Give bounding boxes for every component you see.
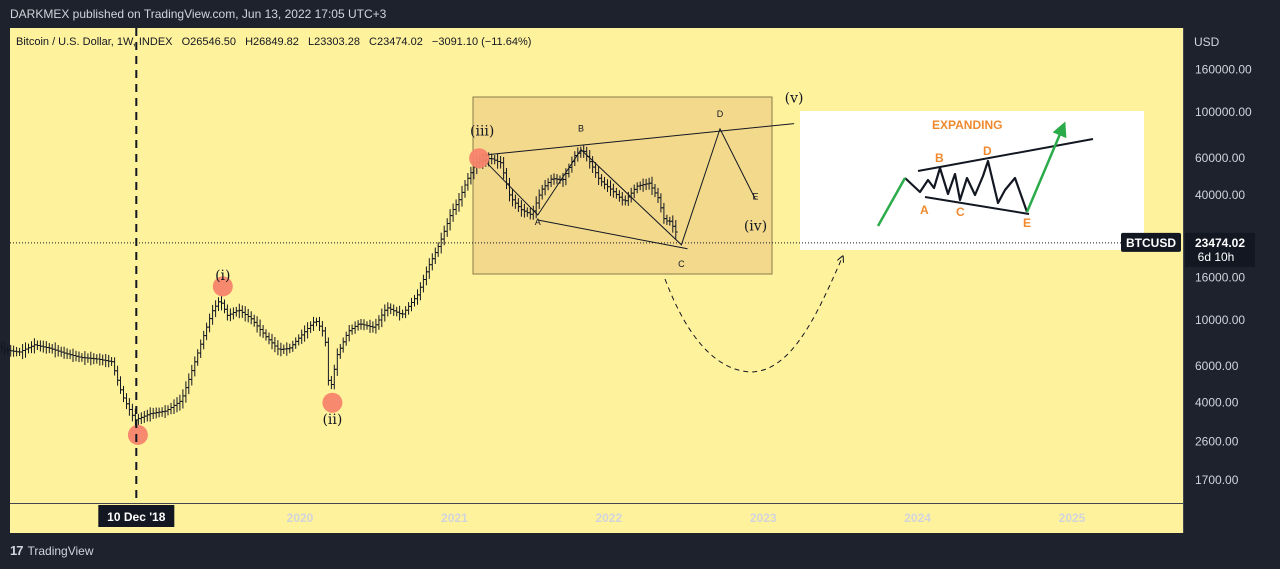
wave-label: (iv) xyxy=(744,218,767,234)
ohlc-change: −3091.10 (−11.64%) xyxy=(432,36,531,48)
bar-countdown-label: 6d 10h xyxy=(1198,250,1235,264)
pivot-circle xyxy=(322,392,343,413)
pivot-circle xyxy=(127,424,148,445)
last-price-label: 23474.02 xyxy=(1195,236,1245,250)
drawing-lines[interactable] xyxy=(481,123,795,250)
price-bars xyxy=(0,145,678,428)
inset-green-entry-arrow xyxy=(876,177,907,227)
last-price-tag xyxy=(1185,232,1255,267)
publish-header: DARKMEX published on TradingView.com, Ju… xyxy=(0,0,1280,28)
wave-label: (i) xyxy=(215,268,230,284)
inset-label-b: B xyxy=(935,151,944,165)
triangle-point-label: E xyxy=(752,192,758,202)
axis-layer: USD 160000.00 100000.00 60000.00 40000.00 160… xyxy=(287,35,1252,525)
time-tick-label: 2021 xyxy=(441,511,468,525)
inset-upper-line xyxy=(917,138,1094,172)
triangle-point-label: D xyxy=(717,109,724,119)
time-tick-label: 2020 xyxy=(287,511,314,525)
pivot-markers xyxy=(127,148,490,445)
crosshair-date-label: 10 Dec '18 xyxy=(107,510,166,524)
triangle-point-label: C xyxy=(678,259,685,269)
price-tick-label: 10000.00 xyxy=(1195,313,1245,327)
time-tick-label: 2024 xyxy=(904,511,931,525)
inset-label-a: A xyxy=(920,203,929,217)
triangle-point-label: A xyxy=(535,217,541,227)
symbol-tag-label: BTCUSD xyxy=(1126,236,1176,250)
ohlc-open: O26546.50 xyxy=(182,36,236,48)
inset-green-breakout-arrow xyxy=(1025,121,1067,213)
projection-dashed-path[interactable] xyxy=(664,258,842,373)
pivot-circle xyxy=(212,276,233,297)
crosshair-date-tag xyxy=(98,505,175,527)
wave-label: (ii) xyxy=(322,412,342,428)
price-axis-unit: USD xyxy=(1194,35,1220,49)
wave-abcde-path[interactable] xyxy=(481,127,756,246)
time-tick-label: 2025 xyxy=(1059,511,1086,525)
tradingview-logo[interactable]: 17 TradingView xyxy=(10,543,94,558)
price-tick-label: 4000.00 xyxy=(1195,396,1239,410)
price-axis[interactable] xyxy=(1184,28,1270,533)
triangle-point-label: B xyxy=(578,124,584,134)
pivot-circle xyxy=(469,148,490,169)
price-tick-label: 40000.00 xyxy=(1195,188,1245,202)
price-tick-label: 6000.00 xyxy=(1195,359,1239,373)
price-tick-label: 1700.00 xyxy=(1195,473,1239,487)
inset-label-c: C xyxy=(956,205,965,219)
inset-wave-path xyxy=(904,159,1029,213)
inset-lower-line xyxy=(924,196,1030,215)
ohlc-low: L23303.28 xyxy=(308,36,360,48)
triangle-upper-trendline[interactable] xyxy=(482,123,795,156)
price-tick-label: 100000.00 xyxy=(1195,105,1252,119)
time-tick-label: 2023 xyxy=(750,511,777,525)
triangle-lower-trendline[interactable] xyxy=(537,219,688,250)
inset-background xyxy=(800,111,1144,250)
tradingview-logo-text: TradingView xyxy=(27,543,94,558)
expanding-triangle-inset: EXPANDING A B C D E xyxy=(800,111,1144,250)
published-line: DARKMEX published on TradingView.com, Ju… xyxy=(10,7,387,21)
wave-label: (v) xyxy=(785,91,804,107)
tradingview-logo-icon: 17 xyxy=(10,543,24,558)
inset-title: EXPANDING xyxy=(932,118,1002,132)
symbol-tag xyxy=(1121,232,1181,252)
wave-label: (iii) xyxy=(470,123,494,139)
triangle-highlight-box[interactable] xyxy=(472,96,773,275)
time-axis[interactable] xyxy=(10,503,1183,533)
price-tick-label: 16000.00 xyxy=(1195,271,1245,285)
inset-label-d: D xyxy=(983,144,992,158)
ohlc-close: C23474.02 xyxy=(369,36,423,48)
time-tick-label: 2022 xyxy=(595,511,622,525)
wave-labels: (i) (ii) (iii) (iv) (v) A B C D E xyxy=(215,91,803,428)
inset-label-e: E xyxy=(1023,216,1031,230)
price-tick-label: 2600.00 xyxy=(1195,435,1239,449)
symbol-name: Bitcoin / U.S. Dollar, 1W, INDEX xyxy=(16,36,173,48)
ohlc-high: H26849.82 xyxy=(245,36,299,48)
price-tick-label: 60000.00 xyxy=(1195,151,1245,165)
symbol-ohlc-line: Bitcoin / U.S. Dollar, 1W, INDEX O26546.… xyxy=(16,36,531,48)
price-tick-label: 160000.00 xyxy=(1195,63,1252,77)
